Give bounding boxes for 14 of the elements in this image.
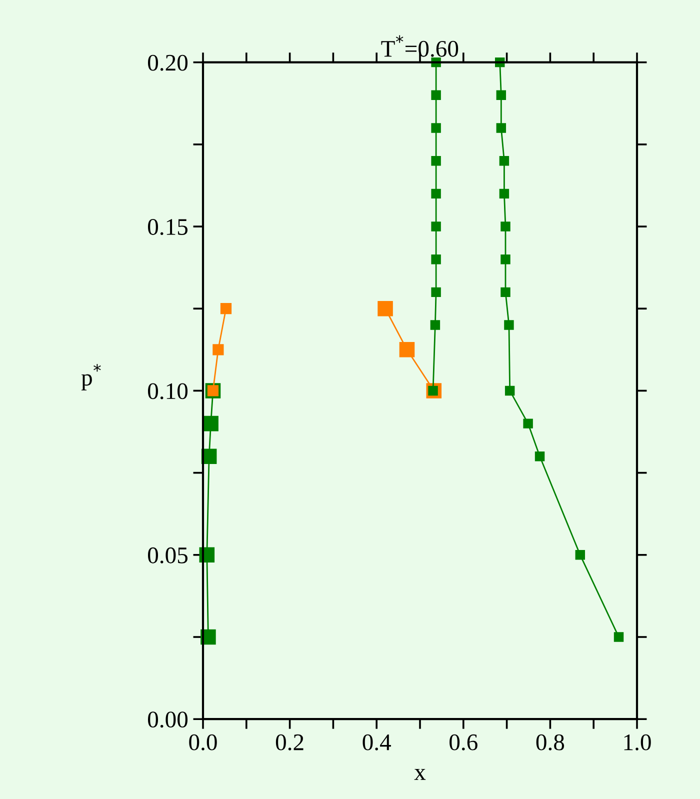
y-tick-label: 0.10: [148, 383, 188, 400]
y-tick-label: 0.20: [148, 54, 188, 71]
y-axis-title: p$^{*}$: [81, 364, 101, 390]
x-tick-label: 0.0: [189, 734, 217, 750]
y-tick-label: 0.00: [148, 712, 188, 728]
chart-title: T$^{*}$=0.60: [381, 35, 458, 57]
x-tick-label: 0.4: [362, 734, 391, 750]
x-tick-label: 1.0: [624, 734, 651, 750]
y-tick-label: 0.15: [148, 219, 188, 236]
x-axis-title: x: [414, 768, 426, 780]
x-tick-label: 0.8: [536, 734, 564, 750]
x-tick-label: 0.2: [276, 734, 304, 750]
x-tick-label: 0.6: [450, 734, 478, 750]
y-tick-label: 0.05: [148, 547, 188, 564]
